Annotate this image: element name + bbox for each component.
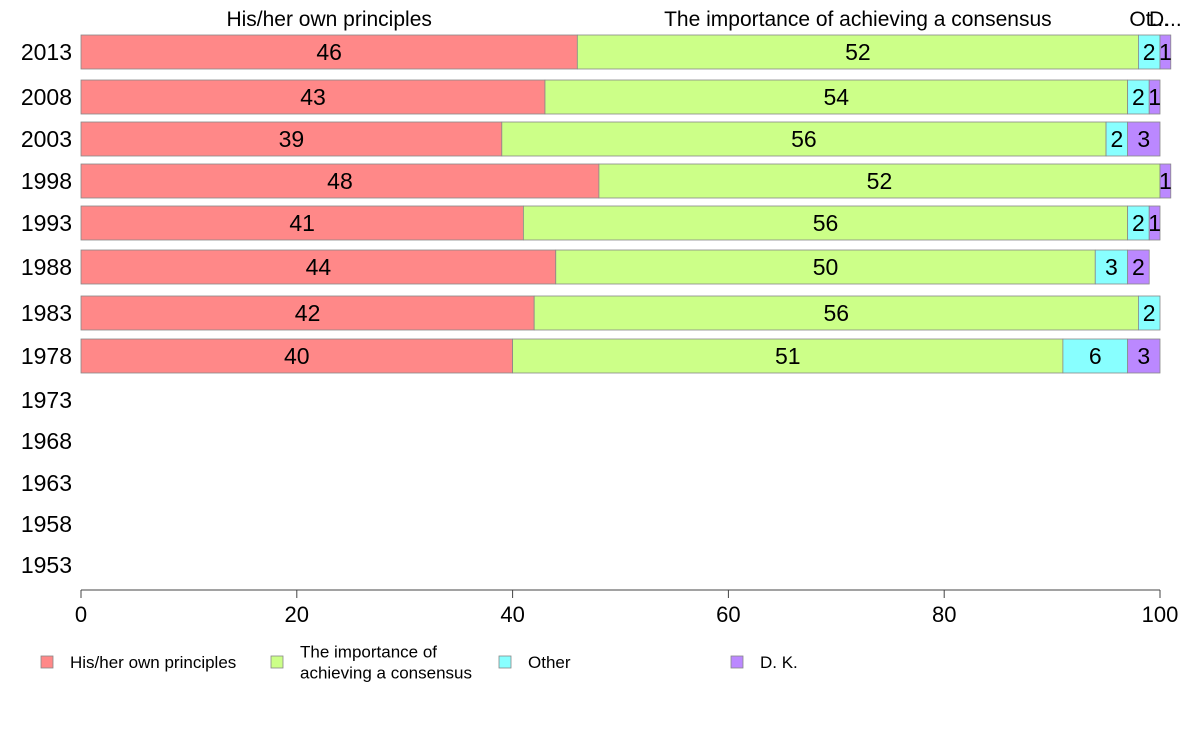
x-axis: 0 20 40 60 80 100 xyxy=(75,589,1179,627)
x-tick-label-20: 20 xyxy=(285,602,309,627)
x-tick-label-0: 0 xyxy=(75,602,87,627)
legend-swatch-other xyxy=(498,655,512,669)
data-label-1978-the-importance-of-achieving-a-consensus: 51 xyxy=(775,343,801,369)
bar-1993-the-importance-of-achieving-a-consensus xyxy=(522,205,1129,241)
data-label-1983-other: 2 xyxy=(1143,300,1156,326)
legend-swatch-the-importance-of-achieving-a-consensus xyxy=(270,655,284,669)
data-label-1998-the-importance-of-achieving-a-consensus: 52 xyxy=(867,168,893,194)
data-label-1993-his-her-own-principles: 41 xyxy=(289,210,315,236)
y-tick-label-1963: 1963 xyxy=(21,470,72,496)
legend-label-d-k: D. K. xyxy=(760,653,798,672)
data-label-1988-the-importance-of-achieving-a-consensus: 50 xyxy=(813,254,839,280)
data-label-1978-d-k: 3 xyxy=(1137,343,1150,369)
top-series-labels: His/her own principles The importance of … xyxy=(226,8,1181,31)
bar-1978-d-k xyxy=(1127,338,1161,374)
data-label-2008-the-importance-of-achieving-a-consensus: 54 xyxy=(824,84,850,110)
data-label-2013-d-k: 1 xyxy=(1159,39,1172,65)
data-label-1998-his-her-own-principles: 48 xyxy=(327,168,353,194)
data-label-2008-other: 2 xyxy=(1132,84,1145,110)
data-label-1978-his-her-own-principles: 40 xyxy=(284,343,310,369)
bar-1978-other xyxy=(1062,338,1129,374)
x-tick-label-100: 100 xyxy=(1142,602,1179,627)
y-tick-label-1958: 1958 xyxy=(21,511,72,537)
data-label-1983-his-her-own-principles: 42 xyxy=(295,300,321,326)
y-tick-label-2003: 2003 xyxy=(21,126,72,152)
data-label-1988-other: 3 xyxy=(1105,254,1118,280)
y-tick-label-1953: 1953 xyxy=(21,552,72,578)
data-label-1993-d-k: 1 xyxy=(1148,210,1161,236)
legend-label-the-importance-of-achieving-a-consensus-line-2: achieving a consensus xyxy=(300,664,472,683)
y-tick-label-1983: 1983 xyxy=(21,300,72,326)
data-label-2003-other: 2 xyxy=(1110,126,1123,152)
x-tick-label-60: 60 xyxy=(716,602,740,627)
x-tick-label-40: 40 xyxy=(500,602,524,627)
bar-1993-d-k xyxy=(1148,205,1161,241)
bars: 46 52 2 143 54 2 139 56 2 348 52 141 56 2 144 50 3 242 56 2… xyxy=(80,34,1172,374)
bar-1978-the-importance-of-achieving-a-consensus xyxy=(512,338,1064,374)
data-label-1993-the-importance-of-achieving-a-consensus: 56 xyxy=(813,210,839,236)
legend: His/her own principles The importance of a… xyxy=(40,643,798,683)
data-label-2003-his-her-own-principles: 39 xyxy=(279,126,305,152)
bar-1988-his-her-own-principles xyxy=(80,249,557,285)
bar-1978-his-her-own-principles xyxy=(80,338,514,374)
bar-2008-d-k xyxy=(1148,79,1161,115)
data-label-2013-his-her-own-principles: 46 xyxy=(316,39,342,65)
bar-1998-d-k xyxy=(1159,163,1172,199)
data-label-2003-d-k: 3 xyxy=(1137,126,1150,152)
top-label-other: Ot... xyxy=(1129,8,1169,31)
bar-1988-d-k xyxy=(1127,249,1150,285)
legend-label-the-importance-of-achieving-a-consensus-line-1: The importance of xyxy=(300,643,437,662)
y-axis-labels: 2013 2008 2003 1998 1993 1988 1983 1978 1973 1968… xyxy=(21,39,72,578)
bar-1988-other xyxy=(1094,249,1129,285)
legend-item-the-importance-of-achieving-a-consensus: The importance of achieving a consensus xyxy=(270,643,472,683)
y-tick-label-1998: 1998 xyxy=(21,168,72,194)
data-label-2008-his-her-own-principles: 43 xyxy=(300,84,326,110)
x-tick-label-80: 80 xyxy=(932,602,956,627)
data-label-1983-the-importance-of-achieving-a-consensus: 56 xyxy=(824,300,850,326)
data-label-2013-other: 2 xyxy=(1143,39,1156,65)
legend-item-other: Other xyxy=(498,653,571,672)
bar-2013-the-importance-of-achieving-a-consensus xyxy=(576,34,1139,70)
y-tick-label-1973: 1973 xyxy=(21,387,72,413)
data-label-1988-his-her-own-principles: 44 xyxy=(306,254,332,280)
data-label-1978-other: 6 xyxy=(1089,343,1102,369)
bar-1998-the-importance-of-achieving-a-consensus xyxy=(598,163,1161,199)
y-tick-label-1993: 1993 xyxy=(21,210,72,236)
legend-swatch-d-k xyxy=(730,655,744,669)
bar-2008-his-her-own-principles xyxy=(80,79,546,115)
bar-1988-the-importance-of-achieving-a-consensus xyxy=(555,249,1096,285)
top-label-his-her-own-principles: His/her own principles xyxy=(226,8,431,31)
legend-item-his-her-own-principles: His/her own principles xyxy=(40,653,236,672)
bar-2003-the-importance-of-achieving-a-consensus xyxy=(501,121,1107,157)
bar-2003-d-k xyxy=(1127,121,1161,157)
data-label-1988-d-k: 2 xyxy=(1132,254,1145,280)
y-tick-label-1988: 1988 xyxy=(21,254,72,280)
y-tick-label-2013: 2013 xyxy=(21,39,72,65)
y-tick-label-1968: 1968 xyxy=(21,428,72,454)
top-label-the-importance-of-achieving-a-consensus: The importance of achieving a consensus xyxy=(664,8,1052,31)
legend-swatch-his-her-own-principles xyxy=(40,655,54,669)
legend-label-his-her-own-principles: His/her own principles xyxy=(70,653,236,672)
data-label-2008-d-k: 1 xyxy=(1148,84,1161,110)
bar-2013-d-k xyxy=(1159,34,1172,70)
legend-item-d-k: D. K. xyxy=(730,653,798,672)
y-tick-label-2008: 2008 xyxy=(21,84,72,110)
bar-1983-other xyxy=(1138,295,1161,331)
top-label-d-k: D... xyxy=(1149,8,1182,31)
legend-label-other: Other xyxy=(528,653,571,672)
bar-1998-his-her-own-principles xyxy=(80,163,600,199)
y-tick-label-1978: 1978 xyxy=(21,343,72,369)
bar-2003-his-her-own-principles xyxy=(80,121,503,157)
data-label-2013-the-importance-of-achieving-a-consensus: 52 xyxy=(845,39,871,65)
data-label-2003-the-importance-of-achieving-a-consensus: 56 xyxy=(791,126,817,152)
data-label-1993-other: 2 xyxy=(1132,210,1145,236)
bar-1993-his-her-own-principles xyxy=(80,205,524,241)
data-label-1998-d-k: 1 xyxy=(1159,168,1172,194)
